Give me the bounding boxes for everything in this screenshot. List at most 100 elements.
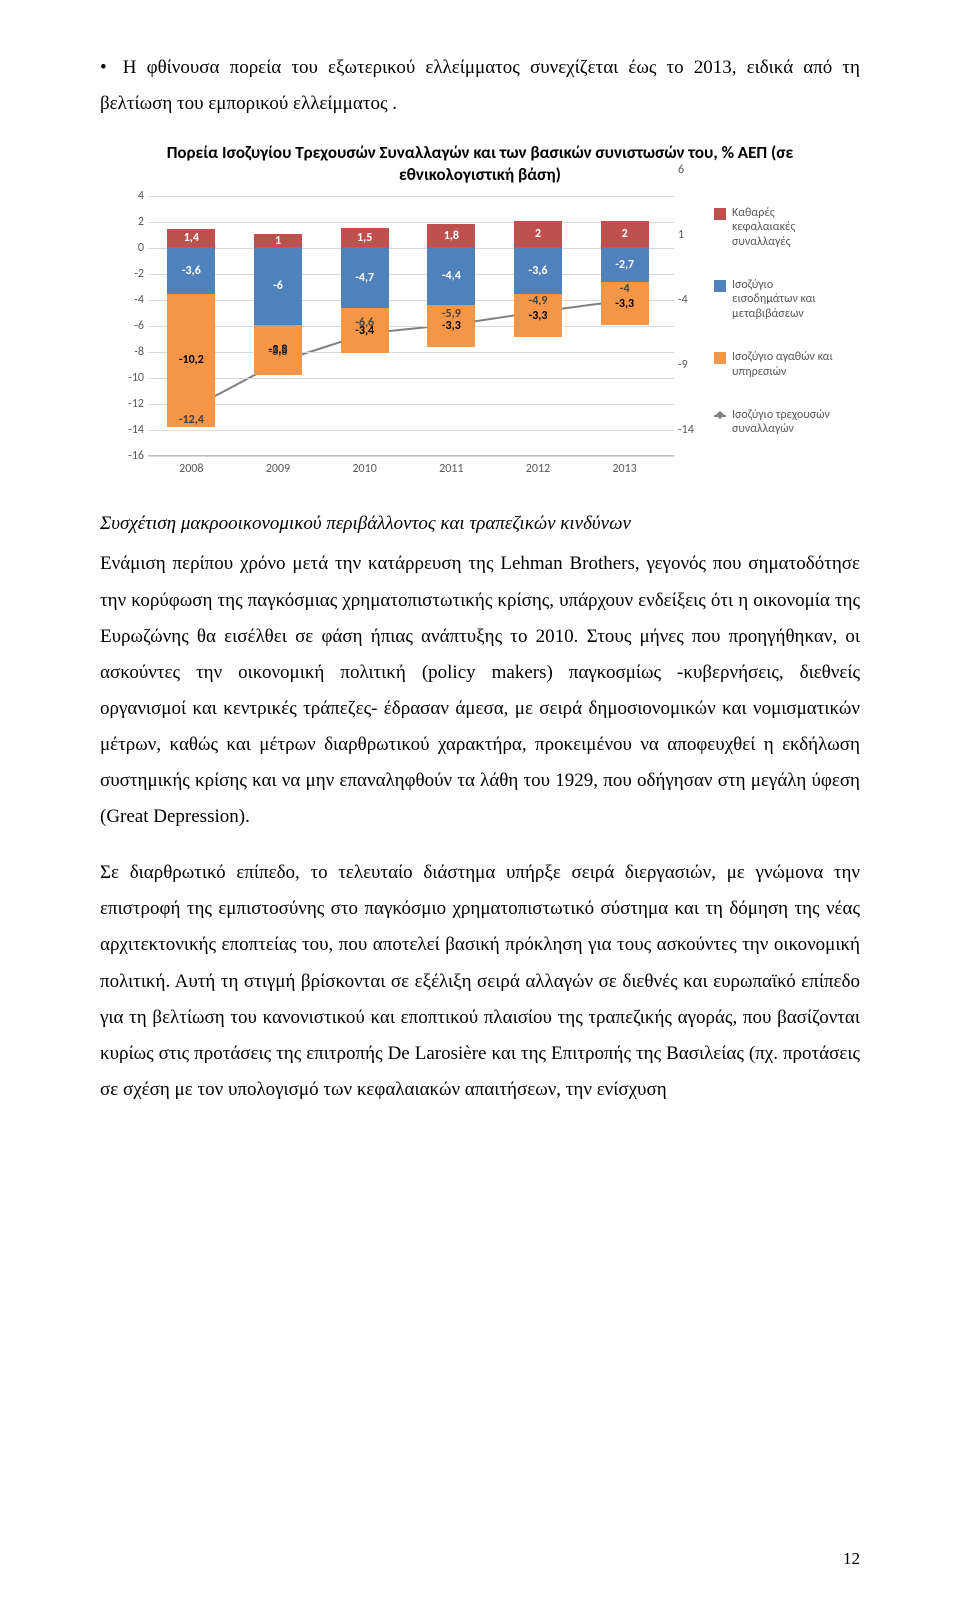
- category-labels: 200820092010201120122013: [148, 456, 668, 476]
- legend-swatch: [714, 208, 726, 220]
- bar-label: 1,8: [444, 229, 459, 243]
- left-tick: 4: [120, 189, 144, 203]
- category-label: 2011: [408, 456, 495, 476]
- bar-seg-income: -3,6: [514, 247, 562, 294]
- chart-title: Πορεία Ισοζυγίου Τρεχουσών Συναλλαγών κα…: [120, 142, 840, 186]
- bar-label: 2: [622, 227, 628, 241]
- left-tick: 0: [120, 241, 144, 255]
- legend-item: Ισοζύγιο εισοδημάτων και μεταβιβάσεων: [714, 278, 840, 321]
- bar-seg-income: -3,6: [167, 247, 215, 294]
- right-tick: -9: [678, 358, 688, 372]
- chart-body: 420-2-4-6-8-10-12-14-16 1,4-3,6-10,21-6-…: [120, 196, 840, 456]
- legend-swatch-line: [714, 415, 726, 417]
- legend-item: Ισοζύγιο αγαθών και υπηρεσιών: [714, 350, 840, 379]
- bar-label: -3,3: [615, 297, 634, 311]
- gridline: [148, 456, 674, 457]
- page-number: 12: [843, 1549, 860, 1569]
- line-value-label: -8,8: [269, 345, 288, 359]
- left-tick: -6: [120, 319, 144, 333]
- category-label: 2012: [495, 456, 582, 476]
- bar-label: -10,2: [179, 353, 204, 367]
- bar-seg-income: -4,7: [341, 247, 389, 308]
- plot-area: 1,4-3,6-10,21-6-3,81,5-4,7-3,41,8-4,4-3,…: [148, 196, 674, 456]
- bar-column: 1,8 -4,4 -3,3: [427, 195, 475, 455]
- legend-text: Ισοζύγιο αγαθών και υπηρεσιών: [732, 350, 840, 379]
- line-value-label: -4,9: [529, 294, 548, 308]
- left-tick: -10: [120, 371, 144, 385]
- gridline: [148, 378, 674, 379]
- bar-column: 2 -3,6 -3,3: [514, 195, 562, 455]
- category-label: 2010: [321, 456, 408, 476]
- bar-seg-capital: 2: [601, 221, 649, 247]
- bar-label: -2,7: [615, 258, 634, 272]
- bar-label: 2: [535, 227, 541, 241]
- section-heading: Συσχέτιση μακροοικονομικού περιβάλλοντος…: [100, 506, 860, 542]
- gridline: [148, 404, 674, 405]
- bar-label: 1,4: [184, 231, 199, 245]
- left-axis: 420-2-4-6-8-10-12-14-16: [120, 196, 148, 456]
- line-value-label: -4: [620, 282, 630, 296]
- line-value-label: -12,4: [179, 412, 204, 426]
- bar-seg-goods: -10,2: [167, 294, 215, 427]
- bar-label: 1: [275, 234, 281, 248]
- gridline: [148, 326, 674, 327]
- intro-text: Η φθίνουσα πορεία του εξωτερικού ελλείμμ…: [100, 57, 860, 114]
- gridline: [148, 430, 674, 431]
- left-tick: -8: [120, 345, 144, 359]
- gridline: [148, 196, 674, 197]
- bar-label: -6: [273, 279, 283, 293]
- gridline: [148, 274, 674, 275]
- bar-column: 2 -2,7 -3,3: [601, 195, 649, 455]
- bar-label: -3,3: [442, 319, 461, 333]
- bar-seg-capital: 1: [254, 234, 302, 247]
- bar-label: -4,7: [355, 271, 374, 285]
- legend-item: Καθαρές κεφαλαιακές συναλλαγές: [714, 206, 840, 249]
- left-tick: -2: [120, 267, 144, 281]
- gridline: [148, 300, 674, 301]
- left-tick: -12: [120, 397, 144, 411]
- legend-text: Ισοζύγιο εισοδημάτων και μεταβιβάσεων: [732, 278, 840, 321]
- legend-text: Ισοζύγιο τρεχουσών συναλλαγών: [732, 408, 840, 437]
- body-paragraph-1: Ενάμιση περίπου χρόνο μετά την κατάρρευσ…: [100, 546, 860, 835]
- gridline: [148, 352, 674, 353]
- line-value-label: -5,9: [442, 307, 461, 321]
- gridline: [148, 222, 674, 223]
- bar-label: -3,6: [529, 264, 548, 278]
- section-heading-text: Συσχέτιση μακροοικονομικού περιβάλλοντος…: [100, 513, 631, 534]
- legend-swatch: [714, 280, 726, 292]
- bullet: •: [100, 57, 107, 78]
- bar-seg-capital: 2: [514, 221, 562, 247]
- left-tick: -16: [120, 449, 144, 463]
- bar-seg-capital: 1,8: [427, 224, 475, 247]
- bar-label: -4,4: [442, 269, 461, 283]
- chart-container: Πορεία Ισοζυγίου Τρεχουσών Συναλλαγών κα…: [120, 142, 840, 476]
- category-label: 2009: [235, 456, 322, 476]
- bar-label: 1,5: [357, 231, 372, 245]
- right-tick: -14: [678, 423, 694, 437]
- category-label: 2013: [581, 456, 668, 476]
- left-tick: -4: [120, 293, 144, 307]
- bar-seg-income: -2,7: [601, 247, 649, 282]
- legend-item: Ισοζύγιο τρεχουσών συναλλαγών: [714, 408, 840, 437]
- gridline: [148, 248, 674, 249]
- line-value-label: -6,6: [355, 316, 374, 330]
- category-label: 2008: [148, 456, 235, 476]
- legend-text: Καθαρές κεφαλαιακές συναλλαγές: [732, 206, 840, 249]
- body-paragraph-2: Σε διαρθρωτικό επίπεδο, το τελευταίο διά…: [100, 855, 860, 1108]
- bar-column: 1-6-3,8: [254, 195, 302, 455]
- legend: Καθαρές κεφαλαιακές συναλλαγές Ισοζύγιο ε…: [700, 196, 840, 456]
- bar-seg-capital: 1,5: [341, 228, 389, 248]
- right-axis: 61-4-9-14: [674, 196, 700, 456]
- bar-label: -3,3: [529, 309, 548, 323]
- bar-label: -3,6: [182, 264, 201, 278]
- right-tick: 6: [678, 163, 684, 177]
- intro-paragraph: • Η φθίνουσα πορεία του εξωτερικού ελλεί…: [100, 50, 860, 122]
- bar-seg-income: -4,4: [427, 247, 475, 304]
- right-tick: -4: [678, 293, 688, 307]
- legend-swatch: [714, 352, 726, 364]
- left-tick: 2: [120, 215, 144, 229]
- right-tick: 1: [678, 228, 684, 242]
- left-tick: -14: [120, 423, 144, 437]
- bar-seg-income: -6: [254, 247, 302, 325]
- bar-seg-capital: 1,4: [167, 229, 215, 247]
